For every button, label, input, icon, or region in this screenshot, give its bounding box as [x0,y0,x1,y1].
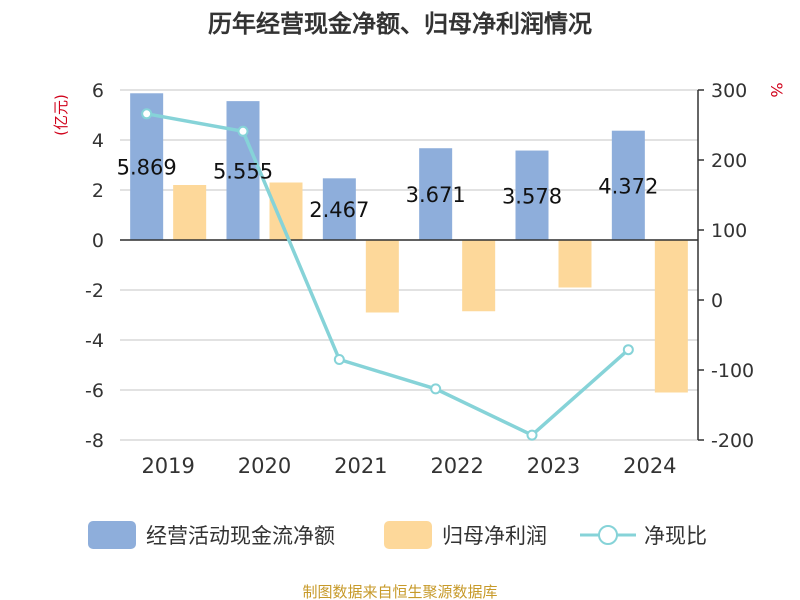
right-axis-tick-label: 300 [711,80,747,102]
ratio-point [430,383,442,395]
left-axis-tick-label: -8 [85,430,104,452]
ratio-line-group [141,108,634,441]
data-label: 2.467 [309,198,369,222]
x-axis-tick-label: 2019 [141,454,194,478]
data-label: 5.555 [213,160,273,184]
data-label: 3.578 [502,184,562,208]
grid-lines [120,89,698,441]
legend-swatch-net-profit [384,521,432,549]
ratio-point [141,108,153,120]
data-labels-group: 5.869 5.555 2.467 3.671 3.578 4.372 [117,156,659,223]
right-axis-tick-label: -100 [711,360,754,382]
left-axis-tick-label: 6 [92,80,104,102]
legend-marker-ratio [598,525,618,545]
legend-label: 归母净利润 [442,524,547,548]
left-axis-tick-label: 0 [92,230,104,252]
x-axis-tick-label: 2021 [334,454,387,478]
data-label: 4.372 [598,174,658,198]
bar-operating-cash-flow [226,101,260,240]
bar-operating-cash-flow [322,178,356,240]
bar-operating-cash-flow [515,150,549,240]
right-axis-tick-label: 0 [711,290,723,312]
bar-net-profit [654,240,688,393]
tick-labels-group: 6 4 2 0 -2 -4 -6 -8 300 200 100 0 -100 -200 2019 2020 20… [85,80,754,478]
bar-operating-cash-flow [611,130,645,240]
legend: 经营活动现金流净额 归母净利润 净现比 [88,521,707,549]
ratio-point [237,125,249,137]
chart-title: 历年经营现金净额、归母净利润情况 [208,10,592,38]
right-axis-tick-label: -200 [711,430,754,452]
left-axis-tick-label: 4 [92,130,104,152]
right-axis-unit: % [767,82,786,97]
x-axis-tick-label: 2022 [430,454,483,478]
x-axis-tick-label: 2020 [238,454,291,478]
right-axis-tick-label: 200 [711,150,747,172]
right-axis-tick-label: 100 [711,220,747,242]
left-axis-tick-label: -2 [85,280,104,302]
source-note: 制图数据来自恒生聚源数据库 [302,583,497,600]
ratio-point [526,429,538,441]
bars-group [130,93,688,393]
left-axis-tick-label: 2 [92,180,104,202]
legend-label: 净现比 [644,524,707,548]
left-axis-tick-label: -4 [85,330,104,352]
ratio-line [146,112,630,438]
legend-label: 经营活动现金流净额 [146,524,335,548]
bar-net-profit [365,240,399,313]
x-axis-tick-label: 2023 [527,454,580,478]
bar-net-profit [462,240,496,312]
bar-operating-cash-flow [419,148,453,240]
ratio-point [622,344,634,356]
axes-group [120,89,704,441]
bar-net-profit [558,240,592,288]
bar-net-profit [173,185,207,240]
data-label: 5.869 [117,156,177,180]
left-axis-unit: (亿元) [52,94,70,136]
ratio-point [333,354,345,365]
legend-swatch-operating-cash-flow [88,521,136,549]
left-axis-tick-label: -6 [85,380,104,402]
x-axis-tick-label: 2024 [623,454,676,478]
data-label: 3.671 [406,183,466,207]
